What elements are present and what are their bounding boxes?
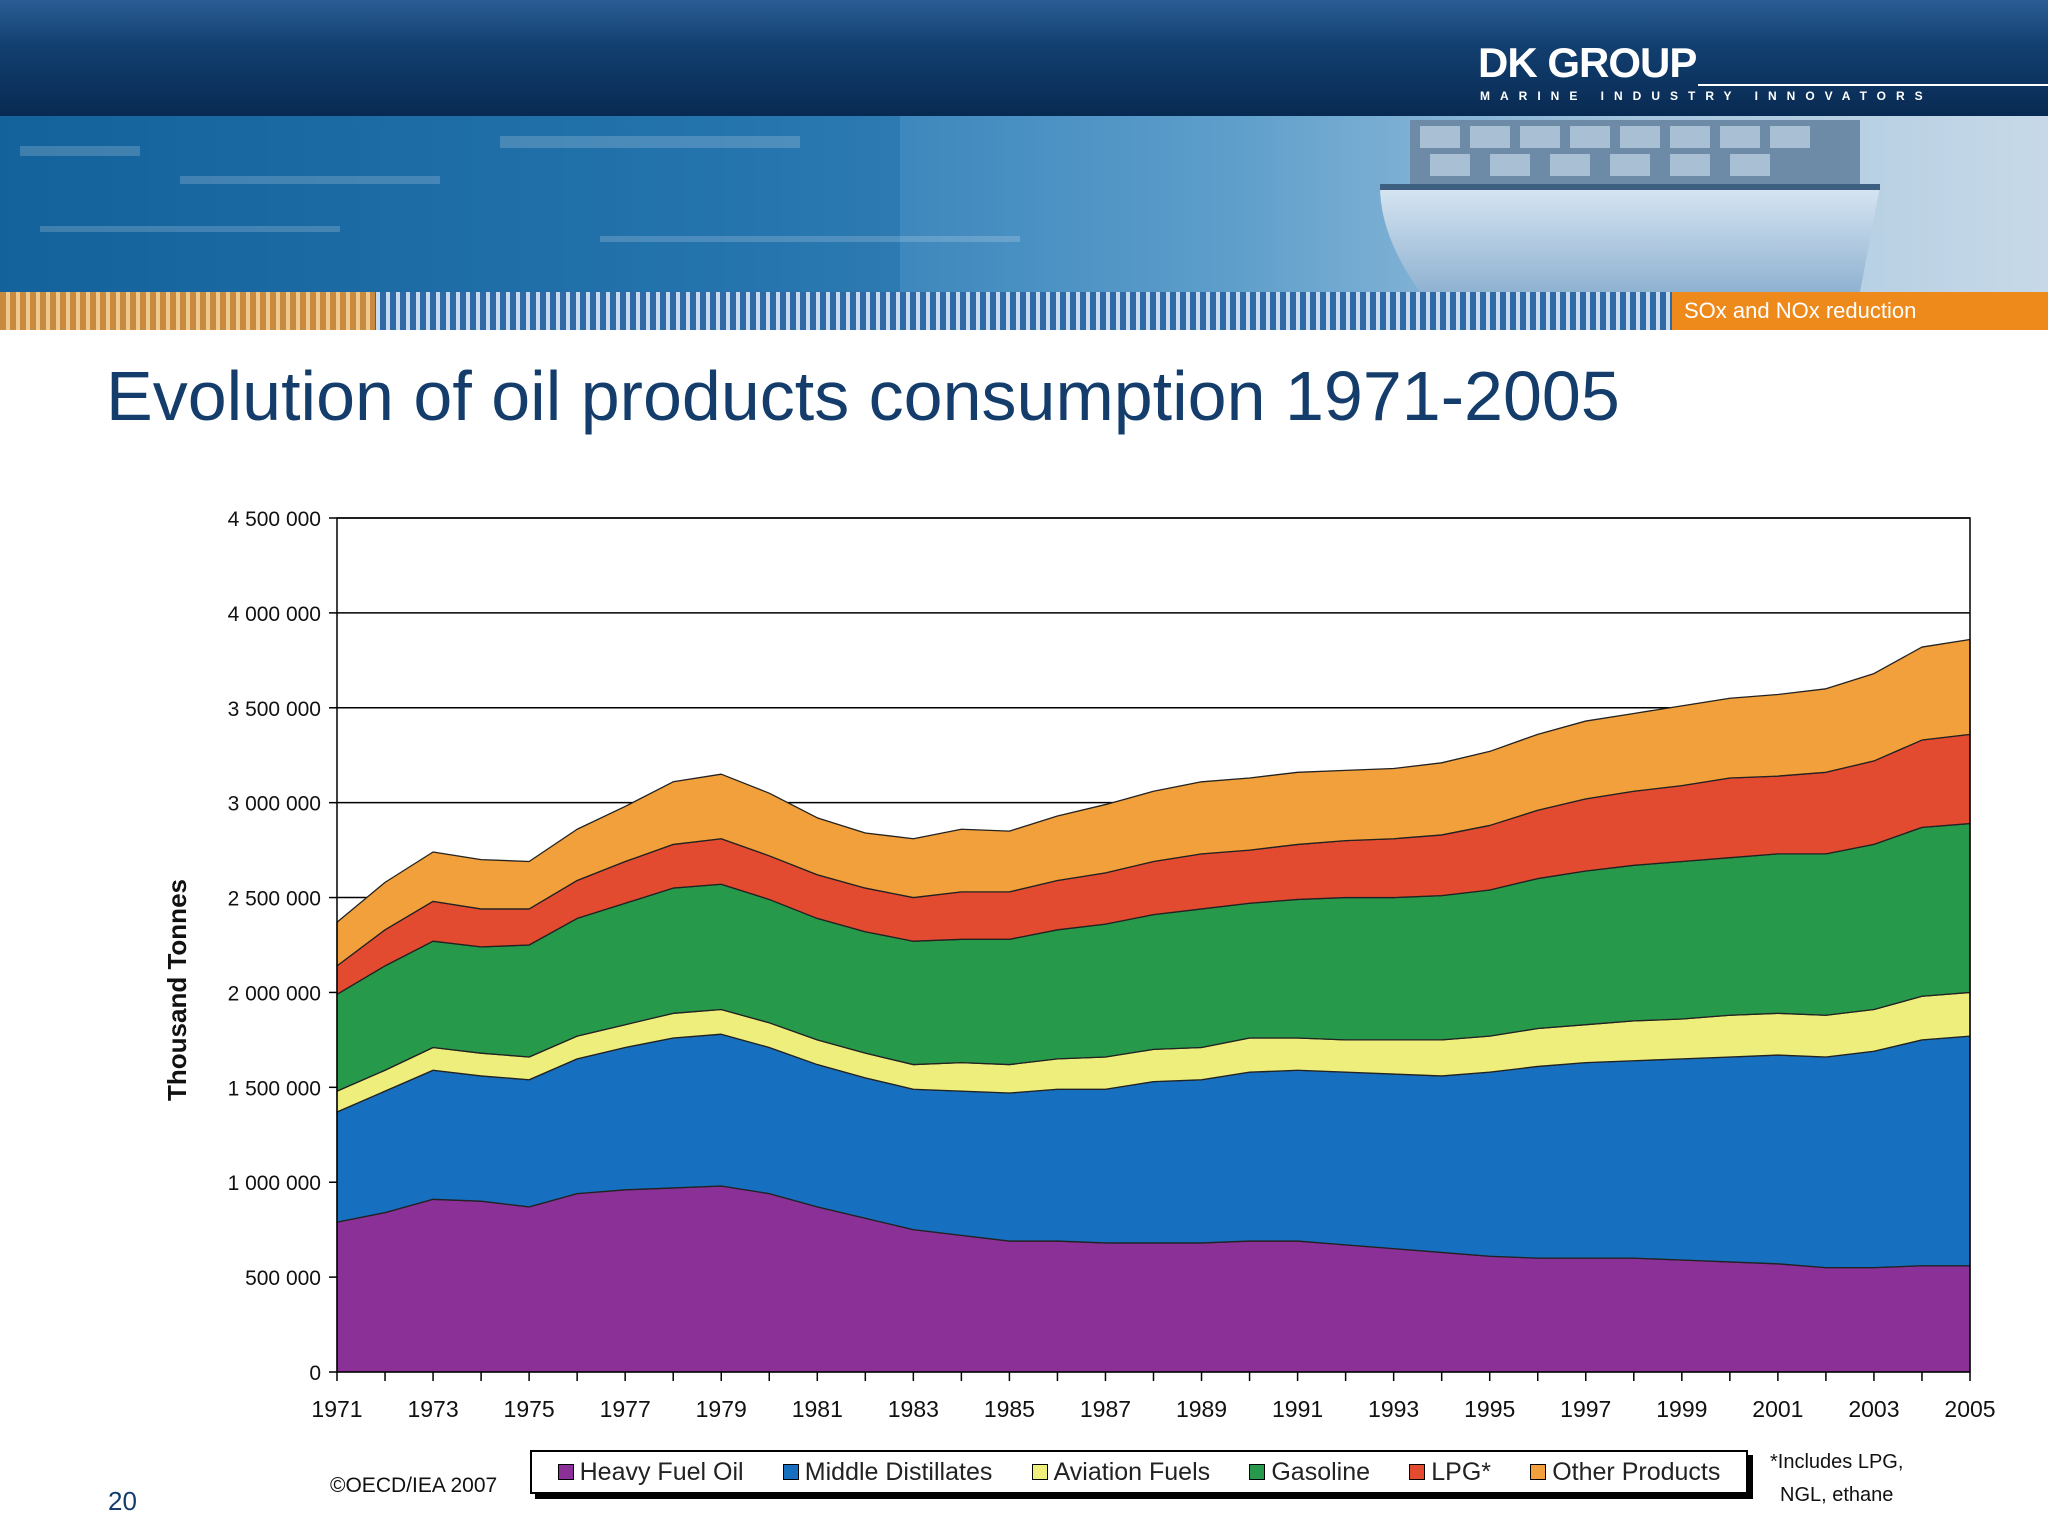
chart-legend: Heavy Fuel Oil Middle Distillates Aviation… — [530, 1450, 1748, 1494]
legend-item: Other Products — [1530, 1458, 1720, 1487]
x-tick-label: 1991 — [1272, 1396, 1323, 1422]
x-tick-label: 1983 — [888, 1396, 939, 1422]
legend-swatch — [1409, 1464, 1426, 1480]
legend-swatch — [1031, 1464, 1048, 1480]
brand-logo: DK GROUP — [1478, 39, 1697, 86]
legend-item: Aviation Fuels — [1031, 1457, 1211, 1487]
source-credit: ©OECD/IEA 2007 — [330, 1474, 498, 1497]
legend-item: Gasoline — [1249, 1458, 1370, 1487]
x-tick-label: 1971 — [311, 1396, 362, 1422]
x-tick-label: 1977 — [600, 1396, 651, 1422]
x-tick-label: 2003 — [1848, 1396, 1899, 1422]
legend-item: Heavy Fuel Oil — [557, 1457, 744, 1487]
y-tick-label: 4 500 000 — [228, 508, 321, 531]
section-tab: SOx and NOx reduction — [1672, 292, 2048, 330]
logo-rule — [1698, 84, 2048, 86]
y-axis-label: Thousand Tonnes — [162, 879, 192, 1101]
x-tick-label: 1999 — [1656, 1396, 1707, 1422]
legend-swatch — [1249, 1464, 1266, 1480]
legend-item: LPG* — [1409, 1458, 1491, 1487]
x-tick-label: 1997 — [1560, 1396, 1611, 1422]
stripe-accent — [0, 292, 375, 330]
x-tick-label: 1981 — [792, 1396, 843, 1422]
banner-photo — [0, 116, 2048, 292]
x-tick-label: 1993 — [1368, 1396, 1419, 1422]
y-tick-label: 1 500 000 — [228, 1077, 321, 1100]
y-tick-label: 3 000 000 — [228, 793, 321, 816]
x-tick-label: 1995 — [1464, 1396, 1515, 1422]
legend-label: Aviation Fuels — [1053, 1457, 1211, 1486]
areas-layer — [336, 638, 1971, 1373]
brand-tagline: MARINE INDUSTRY INNOVATORS — [1480, 89, 1933, 103]
footnote-line-1: *Includes LPG, — [1770, 1451, 1904, 1473]
legend-swatch — [782, 1464, 799, 1480]
x-tick-label: 1985 — [984, 1396, 1035, 1422]
footnote: *Includes LPG, NGL, ethane — [1770, 1446, 1903, 1512]
ship-illustration — [0, 116, 1880, 292]
footnote-line-2: NGL, ethane — [1780, 1484, 1894, 1506]
legend-item: Middle Distillates — [782, 1457, 993, 1487]
y-tick-label: 0 — [309, 1362, 321, 1385]
legend-label: Heavy Fuel Oil — [579, 1457, 744, 1486]
legend-label: Middle Distillates — [804, 1457, 993, 1486]
page-number: 20 — [108, 1486, 137, 1516]
x-tick-label: 1975 — [504, 1396, 555, 1422]
x-tick-label: 2001 — [1752, 1396, 1803, 1422]
y-tick-label: 2 000 000 — [228, 982, 321, 1005]
legend-swatch — [557, 1464, 574, 1480]
x-tick-label: 1987 — [1080, 1396, 1131, 1422]
slide-title: Evolution of oil products consumption 19… — [106, 357, 1620, 435]
legend-label: Gasoline — [1271, 1457, 1371, 1486]
stacked-area-chart: 0 500 000 1 000 000 1 500 000 2 000 000 2 500… — [162, 508, 1996, 1422]
legend-label: LPG* — [1431, 1457, 1492, 1486]
legend-swatch — [1530, 1464, 1547, 1480]
x-tick-label: 1989 — [1176, 1396, 1227, 1422]
y-tick-label: 1 000 000 — [228, 1172, 321, 1195]
y-tick-label: 3 500 000 — [228, 698, 321, 721]
y-tick-label: 500 000 — [245, 1267, 321, 1290]
x-tick-label: 1979 — [696, 1396, 747, 1422]
legend-label: Other Products — [1552, 1457, 1721, 1486]
header-band: DK GROUP MARINE INDUSTRY INNOVATORS — [0, 0, 2048, 116]
x-tick-label: 2005 — [1944, 1396, 1995, 1422]
y-tick-label: 4 000 000 — [228, 603, 321, 626]
x-tick-label: 1973 — [407, 1396, 458, 1422]
axis-layer: 0 500 000 1 000 000 1 500 000 2 000 000 2 500… — [228, 508, 1996, 1422]
y-tick-label: 2 500 000 — [228, 888, 321, 911]
